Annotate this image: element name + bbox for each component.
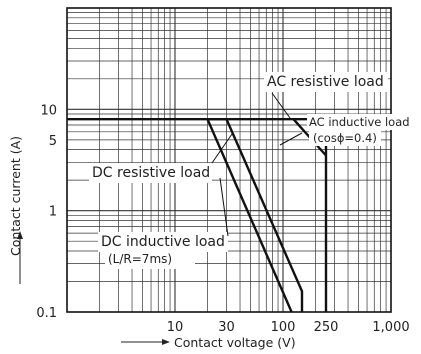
annotation-background — [307, 114, 419, 130]
x-tick-label: 30 — [218, 320, 235, 335]
x-axis-label: Contact voltage (V) — [174, 335, 296, 350]
annotation-leader-line — [279, 132, 303, 146]
x-tick-label: 100 — [271, 320, 296, 335]
y-axis-arrow — [17, 231, 23, 284]
annotation-ac-res: AC resistive load — [267, 74, 384, 90]
annotation-labels: AC resistive load AC inductive load (cosϕ=… — [89, 72, 419, 269]
tick-labels: 10 30 100 250 1,000 0.1 1 5 10 — [36, 103, 409, 335]
annotation-dc-ind-2: (L/R=7ms) — [108, 252, 172, 266]
y-tick-label: 0.1 — [36, 306, 57, 321]
annotation-leader-line — [211, 133, 233, 164]
annotation-ac-ind-1: AC inductive load — [309, 115, 410, 129]
y-tick-label: 5 — [49, 134, 57, 149]
annotation-dc-res: DC resistive load — [92, 165, 210, 181]
annotation-dc-ind-1: DC inductive load — [101, 234, 225, 250]
annotation-background — [309, 130, 381, 146]
y-axis-title: Contact current (A) — [8, 136, 23, 256]
annotation-background — [264, 72, 388, 92]
annotation-leader-line — [271, 92, 291, 119]
annotation-background — [98, 232, 228, 252]
annotation-background — [89, 163, 212, 183]
x-tick-label: 1,000 — [372, 320, 409, 335]
y-tick-label: 1 — [49, 205, 57, 220]
y-axis-label: Contact current (A) — [8, 136, 23, 256]
plot-frame — [66, 7, 392, 313]
x-tick-label: 250 — [314, 320, 339, 335]
x-tick-label: 10 — [167, 320, 184, 335]
annotation-leader-line — [219, 177, 229, 237]
plot-area-border — [66, 7, 392, 313]
y-tick-label: 10 — [40, 103, 57, 118]
annotation-ac-ind-2: (cosϕ=0.4) — [313, 131, 377, 145]
annotation-background — [105, 251, 195, 269]
series-line-2 — [206, 118, 293, 313]
x-axis-arrow — [121, 339, 170, 345]
